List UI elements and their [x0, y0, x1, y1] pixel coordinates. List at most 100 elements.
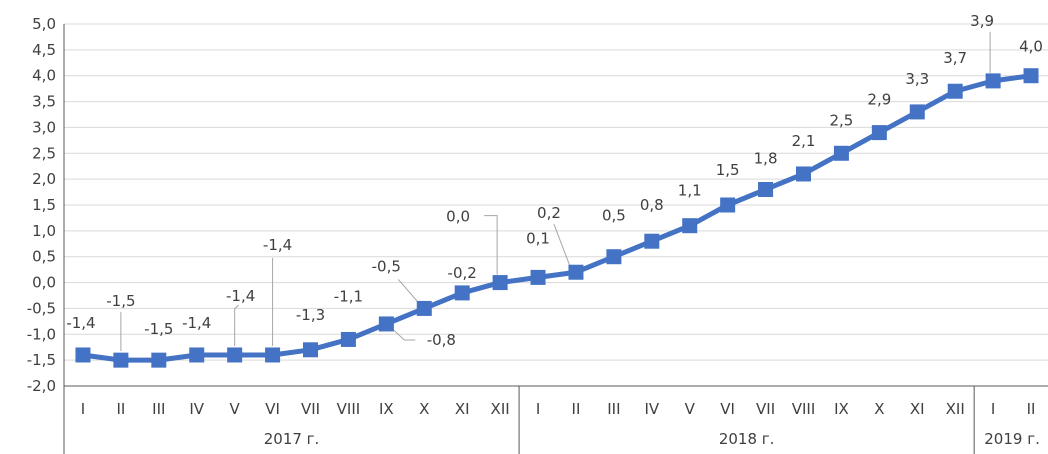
data-point-marker [265, 347, 281, 363]
x-tick-label: X [419, 400, 429, 418]
y-tick-label: 4,0 [32, 67, 56, 85]
data-point-marker [189, 347, 205, 363]
x-tick-label: V [230, 400, 241, 418]
data-point-marker [606, 249, 622, 265]
data-label: 0,0 [446, 208, 470, 226]
data-point-marker [871, 125, 887, 141]
x-tick-label: XI [910, 400, 925, 418]
y-tick-label: 2,5 [32, 144, 56, 162]
y-tick-label: 3,0 [32, 118, 56, 136]
y-tick-label: -0,5 [27, 299, 56, 317]
data-point-marker [151, 352, 167, 368]
year-label: 2017 г. [264, 430, 320, 448]
data-label: 0,2 [537, 204, 561, 222]
x-tick-label: I [81, 400, 85, 418]
data-label: 3,3 [905, 70, 929, 88]
data-point-marker [227, 347, 243, 363]
data-label: 3,7 [943, 49, 967, 67]
y-tick-label: -1,0 [27, 325, 56, 343]
data-label: 3,9 [970, 12, 994, 30]
x-tick-label: XI [455, 400, 470, 418]
data-label: 1,5 [716, 161, 740, 179]
year-label: 2018 г. [719, 430, 775, 448]
x-tick-label: IX [379, 400, 394, 418]
data-point-marker [682, 218, 698, 234]
data-point-marker [492, 275, 508, 291]
y-tick-label: 3,5 [32, 93, 56, 111]
x-tick-label: III [607, 400, 620, 418]
data-point-marker [416, 300, 432, 316]
y-tick-label: 5,0 [32, 15, 56, 33]
data-label: 4,0 [1019, 38, 1043, 56]
x-tick-label: I [991, 400, 995, 418]
y-axis-ticks: -2,0 -1,5 -1,0 -0,5 0,0 0,5 1,0 1,5 2,0 2,5 3,0 3,5… [27, 15, 56, 395]
data-label: -1,4 [66, 314, 95, 332]
year-label: 2019 г. [984, 430, 1040, 448]
x-tick-label: XII [946, 400, 965, 418]
data-label: -0,2 [448, 264, 477, 282]
data-point-marker [758, 181, 774, 197]
data-point-marker [378, 316, 394, 332]
x-tick-label: I [536, 400, 540, 418]
data-point-marker [796, 166, 811, 182]
data-point-marker [530, 269, 546, 285]
data-label: -1,4 [263, 236, 292, 254]
data-point-marker [644, 233, 660, 249]
y-tick-label: 1,5 [32, 196, 56, 214]
y-tick-label: 1,0 [32, 222, 56, 240]
x-tick-label: IV [644, 400, 659, 418]
data-label: -0,5 [372, 257, 401, 275]
data-point-marker [1023, 68, 1039, 84]
x-tick-label: II [116, 400, 125, 418]
data-label: -1,3 [296, 306, 325, 324]
data-point-marker [568, 264, 584, 280]
data-label: 2,9 [867, 91, 891, 109]
data-point-marker [947, 83, 963, 99]
x-tick-label: VI [720, 400, 735, 418]
data-label: 0,5 [602, 207, 626, 225]
x-tick-label: VII [756, 400, 775, 418]
x-tick-label: IX [834, 400, 849, 418]
label-leader-line [397, 279, 419, 303]
x-tick-label: V [685, 400, 696, 418]
data-point-marker [985, 73, 1001, 89]
label-leader-line [484, 215, 498, 275]
y-tick-label: 4,5 [32, 41, 56, 59]
data-label: 2,5 [829, 111, 853, 129]
x-tick-label: VIII [792, 400, 816, 418]
y-tick-label: 2,0 [32, 170, 56, 188]
y-tick-label: -1,5 [27, 351, 56, 369]
x-tick-label: III [152, 400, 165, 418]
label-leader-line [234, 304, 240, 346]
data-label: 0,8 [640, 196, 664, 214]
data-label: -1,5 [144, 320, 173, 338]
data-point-marker [303, 342, 318, 358]
x-tick-label: VIII [337, 400, 361, 418]
label-leader-line [553, 224, 571, 267]
x-tick-label: X [874, 400, 884, 418]
data-label: -1,4 [226, 287, 255, 305]
x-tick-label: VI [265, 400, 280, 418]
data-label: 1,8 [754, 149, 778, 167]
data-label: 0,1 [526, 229, 550, 247]
data-label: -0,8 [427, 331, 456, 349]
y-tick-label: 0,5 [32, 248, 56, 266]
label-leader-line [391, 327, 416, 341]
label-leader-lines [120, 31, 991, 352]
x-tick-label: IV [189, 400, 204, 418]
x-tick-label: XII [491, 400, 510, 418]
data-point-marker [113, 352, 129, 368]
y-tick-label: 0,0 [32, 274, 56, 292]
data-label: -1,4 [182, 314, 211, 332]
data-point-marker [909, 104, 925, 120]
y-tick-label: -2,0 [27, 377, 56, 395]
x-axis: I II III IV V VI VII VIII IX X XI XII I II III IV V VI VII… [63, 24, 1048, 454]
data-label: -1,5 [106, 292, 135, 310]
data-label: -1,1 [334, 287, 363, 305]
x-tick-label: VII [301, 400, 320, 418]
data-label: 2,1 [792, 132, 816, 150]
data-label: 1,1 [678, 182, 702, 200]
x-tick-label: II [572, 400, 581, 418]
data-point-marker [720, 197, 736, 213]
